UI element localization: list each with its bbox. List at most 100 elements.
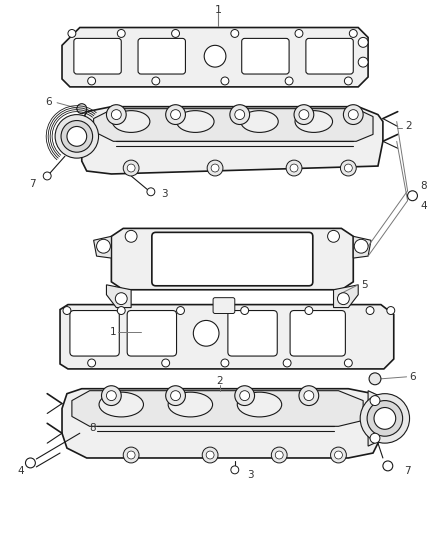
Circle shape	[354, 239, 368, 253]
Circle shape	[77, 104, 87, 114]
Circle shape	[343, 104, 363, 125]
Ellipse shape	[241, 111, 278, 132]
Circle shape	[240, 391, 250, 401]
Polygon shape	[62, 389, 383, 458]
Circle shape	[55, 115, 99, 158]
Circle shape	[123, 447, 139, 463]
Polygon shape	[353, 236, 371, 258]
Circle shape	[235, 386, 254, 406]
Polygon shape	[62, 28, 368, 87]
FancyBboxPatch shape	[213, 297, 235, 313]
Circle shape	[295, 29, 303, 37]
Circle shape	[271, 447, 287, 463]
Circle shape	[127, 451, 135, 459]
FancyBboxPatch shape	[228, 311, 277, 356]
Circle shape	[106, 391, 117, 401]
Circle shape	[166, 386, 185, 406]
Polygon shape	[111, 229, 353, 290]
Circle shape	[204, 45, 226, 67]
Circle shape	[88, 77, 95, 85]
Circle shape	[127, 164, 135, 172]
Circle shape	[285, 77, 293, 85]
Circle shape	[25, 458, 35, 468]
Circle shape	[221, 77, 229, 85]
Circle shape	[221, 359, 229, 367]
Circle shape	[335, 451, 343, 459]
Circle shape	[305, 306, 313, 314]
Circle shape	[211, 164, 219, 172]
Polygon shape	[94, 236, 111, 258]
Circle shape	[171, 391, 180, 401]
Circle shape	[166, 104, 185, 125]
Circle shape	[369, 373, 381, 385]
Circle shape	[370, 433, 380, 443]
Circle shape	[337, 293, 350, 304]
FancyBboxPatch shape	[138, 38, 185, 74]
Circle shape	[360, 394, 410, 443]
Circle shape	[206, 451, 214, 459]
FancyBboxPatch shape	[127, 311, 177, 356]
Text: 7: 7	[404, 466, 410, 476]
Ellipse shape	[295, 111, 332, 132]
Circle shape	[123, 160, 139, 176]
Circle shape	[344, 77, 352, 85]
Circle shape	[43, 172, 51, 180]
Ellipse shape	[113, 111, 150, 132]
Circle shape	[344, 164, 352, 172]
Polygon shape	[333, 285, 358, 308]
Circle shape	[117, 29, 125, 37]
Polygon shape	[368, 391, 381, 446]
Text: 2: 2	[406, 122, 412, 132]
Circle shape	[350, 29, 357, 37]
Circle shape	[290, 164, 298, 172]
Circle shape	[63, 306, 71, 314]
Circle shape	[367, 401, 403, 436]
FancyBboxPatch shape	[306, 38, 353, 74]
Circle shape	[235, 110, 245, 119]
Circle shape	[115, 293, 127, 304]
Circle shape	[286, 160, 302, 176]
Circle shape	[61, 120, 92, 152]
Circle shape	[328, 230, 339, 243]
Circle shape	[387, 306, 395, 314]
Circle shape	[294, 104, 314, 125]
Circle shape	[111, 110, 121, 119]
Text: 3: 3	[247, 470, 254, 480]
Circle shape	[299, 386, 319, 406]
Circle shape	[88, 359, 95, 367]
Circle shape	[147, 188, 155, 196]
Circle shape	[340, 160, 356, 176]
Circle shape	[383, 461, 393, 471]
Circle shape	[68, 29, 76, 37]
Circle shape	[193, 320, 219, 346]
Ellipse shape	[237, 392, 282, 417]
Circle shape	[275, 451, 283, 459]
Circle shape	[207, 160, 223, 176]
FancyBboxPatch shape	[70, 311, 119, 356]
FancyBboxPatch shape	[152, 232, 313, 286]
Circle shape	[172, 29, 180, 37]
Circle shape	[102, 386, 121, 406]
Text: 7: 7	[29, 179, 36, 189]
Polygon shape	[106, 285, 131, 308]
Text: 1: 1	[215, 5, 222, 15]
Circle shape	[230, 104, 250, 125]
Circle shape	[344, 359, 352, 367]
Circle shape	[106, 104, 126, 125]
Text: 6: 6	[46, 96, 52, 107]
Circle shape	[348, 110, 358, 119]
Circle shape	[370, 395, 380, 406]
Polygon shape	[94, 109, 373, 141]
FancyBboxPatch shape	[290, 311, 346, 356]
Circle shape	[96, 239, 110, 253]
Circle shape	[162, 359, 170, 367]
Polygon shape	[72, 391, 363, 426]
FancyBboxPatch shape	[242, 38, 289, 74]
Text: 3: 3	[161, 189, 167, 199]
Circle shape	[177, 306, 184, 314]
Circle shape	[202, 447, 218, 463]
Text: 4: 4	[420, 200, 427, 211]
Text: 1: 1	[110, 327, 117, 337]
Circle shape	[408, 191, 417, 201]
Circle shape	[358, 57, 368, 67]
